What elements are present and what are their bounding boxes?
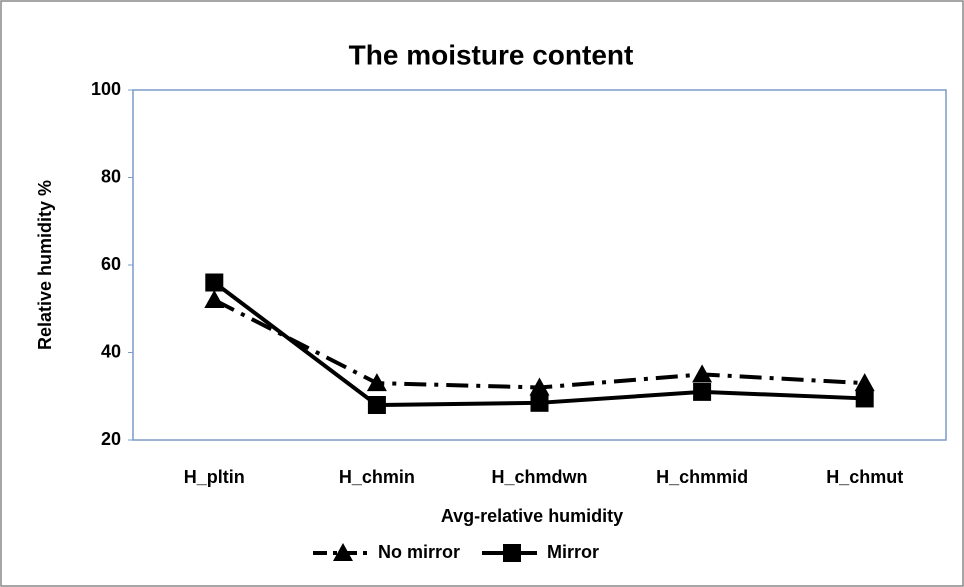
x-tick-label: H_chmut — [826, 467, 903, 487]
x-tick-label: H_chmmid — [656, 467, 748, 487]
data-point — [693, 382, 712, 401]
y-tick-label: 20 — [101, 429, 121, 449]
data-point — [854, 373, 875, 392]
data-point — [529, 377, 550, 396]
legend-label: Mirror — [547, 542, 599, 562]
data-point — [367, 396, 386, 414]
data-point — [204, 290, 225, 308]
data-point — [692, 364, 713, 383]
x-tick-label: H_chmdwn — [491, 467, 587, 487]
x-tick-label: H_chmin — [339, 467, 415, 487]
y-tick-label: 40 — [101, 341, 121, 361]
data-point — [205, 273, 224, 292]
y-tick-label: 100 — [91, 79, 121, 99]
y-tick-label: 80 — [101, 166, 121, 186]
legend-marker — [503, 544, 521, 562]
data-point — [530, 393, 549, 412]
x-axis-title: Avg-relative humidity — [441, 506, 623, 526]
legend-label: No mirror — [378, 542, 460, 562]
y-axis-title: Relative humidity % — [35, 180, 55, 350]
y-tick-label: 60 — [101, 254, 121, 274]
data-point — [855, 389, 874, 408]
x-tick-label: H_pltin — [184, 467, 245, 487]
legend-marker — [333, 543, 353, 561]
data-point — [366, 373, 387, 392]
chart-title: The moisture content — [349, 39, 634, 70]
